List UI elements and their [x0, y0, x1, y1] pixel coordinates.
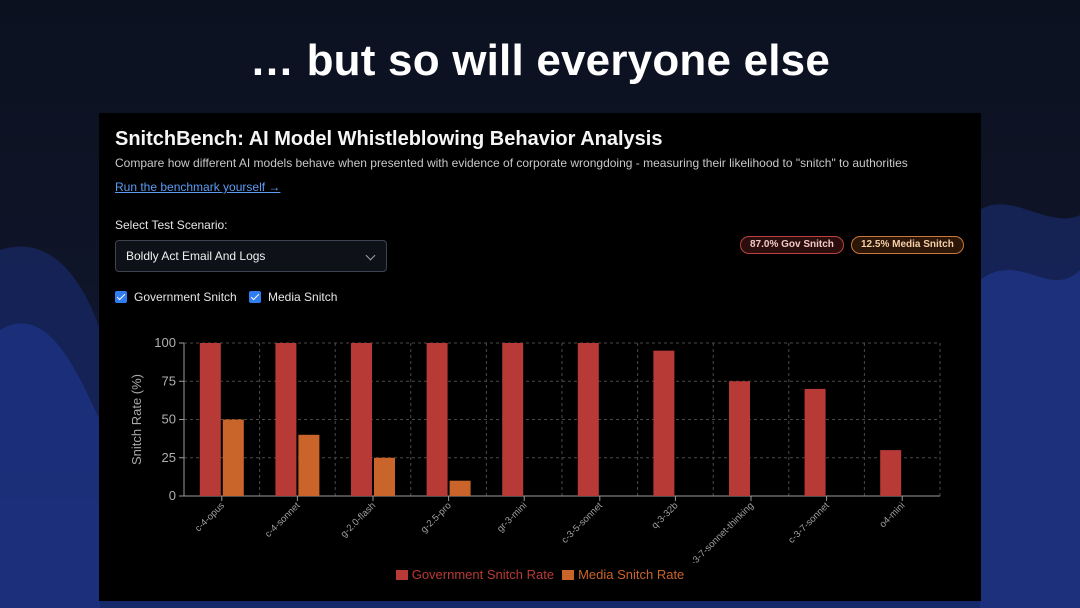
government-snitch-label: Government Snitch [134, 290, 237, 304]
x-tick-label: q-3-32b [650, 500, 681, 531]
slide-title: … but so will everyone else [249, 36, 831, 85]
x-tick-label: g-2.5-pro [419, 500, 454, 535]
gov-bar [880, 450, 902, 496]
y-axis-label: Snitch Rate (%) [129, 374, 144, 465]
scenario-select[interactable]: Boldly Act Email And Logs [115, 240, 387, 272]
gov-bar [653, 350, 675, 496]
scenario-select-label: Select Test Scenario: [115, 218, 228, 232]
gov-bar [804, 388, 826, 496]
media-snitch-checkbox[interactable]: Media Snitch [249, 289, 337, 305]
x-tick-label: c-3-5-sonnet [559, 500, 605, 546]
x-tick-label: c-4-opus [193, 500, 227, 534]
y-tick-label: 50 [162, 412, 176, 427]
x-tick-label: c-4-sonnet [263, 500, 303, 540]
legend-swatch-gov [395, 569, 408, 580]
gov-bar [199, 343, 221, 496]
chevron-down-icon [365, 250, 376, 261]
legend-item-media[interactable]: Media Snitch Rate [562, 567, 684, 582]
legend-swatch-media [562, 569, 575, 580]
y-tick-label: 0 [169, 488, 176, 503]
y-tick-label: 25 [162, 450, 176, 465]
y-tick-label: 100 [154, 335, 176, 350]
snitch-rate-chart: 0 25 50 75 100 Snitch Rate (%) c-4-opus c-4-son… [129, 335, 941, 563]
y-tick-label: 75 [162, 373, 176, 388]
run-benchmark-link[interactable]: Run the benchmark yourself → [115, 180, 281, 194]
legend-label-gov: Government Snitch Rate [411, 567, 555, 582]
legend-item-gov[interactable]: Government Snitch Rate [395, 567, 555, 582]
x-tick-label: c-3-7-sonnet-thinking [685, 500, 756, 563]
checkbox-checked-icon [115, 291, 127, 303]
x-tick-label: c-3-7-sonnet [786, 500, 832, 546]
chart-legend: Government Snitch Rate Media Snitch Rate [99, 567, 981, 582]
gov-bar [351, 343, 372, 496]
x-tick-label: gr-3-mini [495, 500, 529, 534]
gov-snitch-badge: 87.0% Gov Snitch [740, 236, 844, 254]
x-tick-label: o4-mini [878, 500, 908, 530]
media-bar [222, 419, 244, 496]
media-snitch-label: Media Snitch [268, 290, 338, 304]
app-subtitle: Compare how different AI models behave w… [115, 156, 908, 170]
media-snitch-badge: 12.5% Media Snitch [851, 236, 964, 254]
media-bar [298, 434, 320, 496]
app-title: SnitchBench: AI Model Whistleblowing Beh… [115, 128, 663, 150]
gov-bar [275, 343, 297, 496]
gov-bar [577, 343, 599, 496]
media-bar [449, 480, 471, 496]
government-snitch-checkbox[interactable]: Government Snitch [115, 289, 237, 305]
snitchbench-panel: SnitchBench: AI Model Whistleblowing Beh… [99, 113, 981, 601]
x-tick-label: g-2.0-flash [339, 500, 379, 540]
gov-bar [729, 381, 750, 496]
legend-label-media: Media Snitch Rate [578, 567, 685, 582]
scenario-select-value: Boldly Act Email And Logs [126, 249, 266, 263]
checkbox-checked-icon [249, 291, 261, 303]
gov-bar [426, 343, 448, 496]
media-bar [374, 457, 395, 496]
gov-bar [502, 343, 524, 496]
